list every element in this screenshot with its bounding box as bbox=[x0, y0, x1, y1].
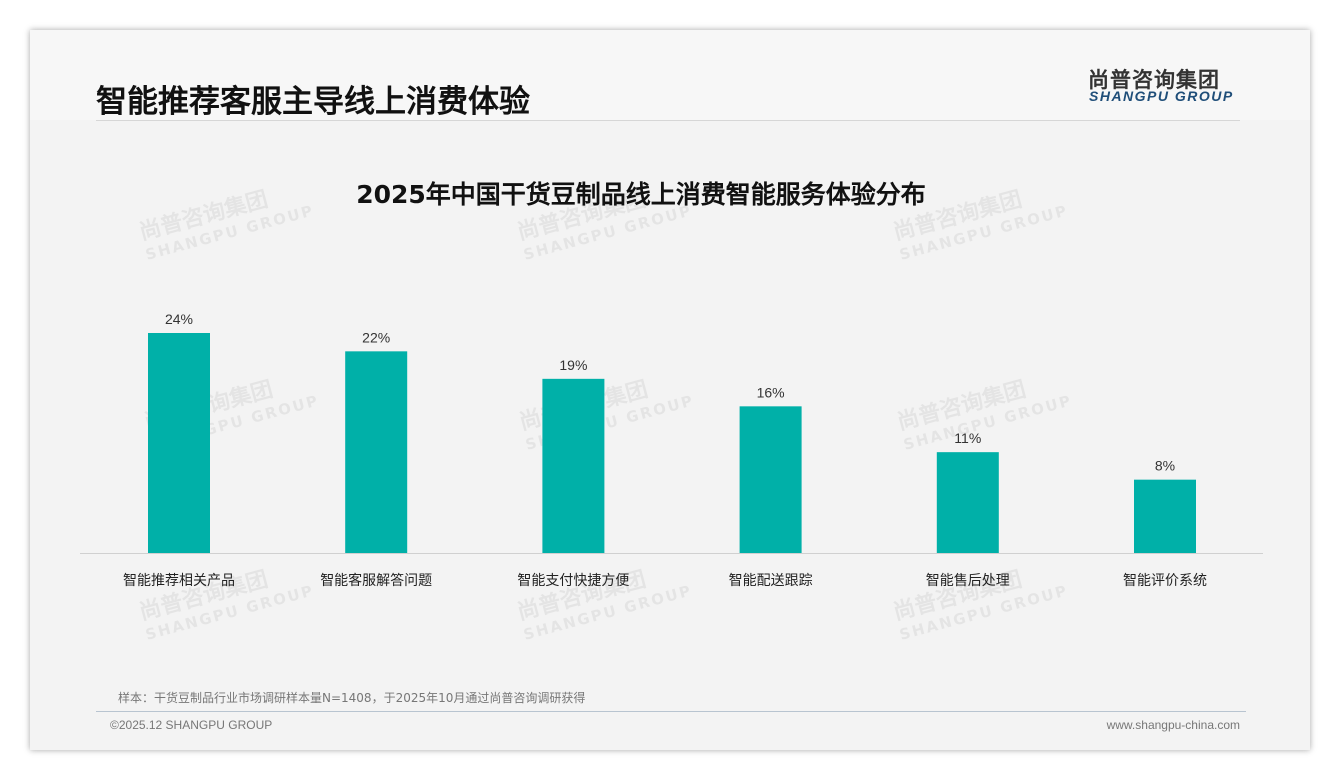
data-label: 16% bbox=[757, 384, 785, 400]
data-label: 22% bbox=[362, 329, 390, 345]
sample-note: 样本：干货豆制品行业市场调研样本量N=1408，于2025年10月通过尚普咨询调… bbox=[118, 691, 586, 705]
bar-chart: 2025年中国干货豆制品线上消费智能服务体验分布 24% 智能推荐相关产品 22% 智能… bbox=[80, 180, 1263, 589]
slide: 智能推荐客服主导线上消费体验 尚普咨询集团 SHANGPU GROUP 尚普咨询… bbox=[30, 30, 1310, 750]
category-label: 智能客服解答问题 bbox=[320, 572, 432, 589]
category-label: 智能售后处理 bbox=[926, 573, 1010, 589]
bar bbox=[1134, 479, 1196, 553]
header bbox=[30, 30, 1310, 120]
data-label: 19% bbox=[559, 357, 587, 373]
bar bbox=[148, 333, 210, 553]
header-divider bbox=[96, 120, 1240, 121]
bar bbox=[936, 452, 999, 553]
category-label: 智能评价系统 bbox=[1123, 573, 1207, 589]
copyright: ©2025.12 SHANGPU GROUP bbox=[110, 718, 273, 732]
page-title: 智能推荐客服主导线上消费体验 bbox=[96, 84, 530, 120]
logo-cn: 尚普咨询集团 bbox=[1088, 68, 1220, 92]
chart-title: 2025年中国干货豆制品线上消费智能服务体验分布 bbox=[356, 180, 926, 209]
data-label: 8% bbox=[1155, 458, 1175, 474]
data-label: 24% bbox=[165, 311, 193, 327]
bar bbox=[542, 378, 605, 553]
website-link[interactable]: www.shangpu-china.com bbox=[1106, 718, 1240, 732]
category-label: 智能配送跟踪 bbox=[729, 573, 813, 589]
footer-divider bbox=[96, 711, 1246, 712]
bar bbox=[345, 351, 408, 553]
logo-en: SHANGPU GROUP bbox=[1089, 88, 1234, 104]
bar bbox=[739, 406, 802, 553]
category-label: 智能支付快捷方便 bbox=[517, 573, 629, 589]
category-label: 智能推荐相关产品 bbox=[123, 573, 235, 589]
data-label: 11% bbox=[954, 430, 981, 446]
